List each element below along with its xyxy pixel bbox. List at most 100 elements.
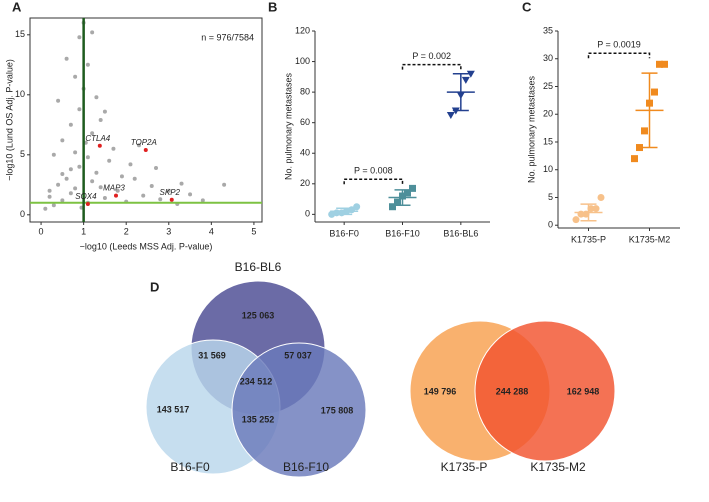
dot [446, 112, 455, 120]
gene-label: SOX4 [75, 192, 97, 201]
gene-label: TOP2A [131, 138, 157, 147]
x-tick-label: 2 [124, 226, 129, 236]
dot [656, 60, 663, 68]
dot [572, 216, 580, 224]
set-label: B16-BL6 [235, 260, 282, 274]
point [85, 62, 90, 67]
y-tick-label: 5 [20, 149, 25, 159]
point [51, 203, 56, 208]
point [56, 182, 61, 187]
p-value: P = 0.008 [354, 166, 393, 176]
x-tick-label: K1735-P [571, 234, 606, 244]
point [136, 143, 141, 148]
point [107, 158, 112, 163]
gene-point [85, 202, 90, 206]
dot [394, 198, 401, 206]
point [64, 176, 69, 181]
point [119, 174, 124, 179]
region-count: 135 252 [242, 414, 275, 424]
point [77, 35, 82, 40]
gene-point [113, 193, 118, 198]
point [188, 192, 193, 197]
point [90, 30, 95, 35]
dot [651, 88, 658, 96]
panel-letter: A [12, 0, 22, 14]
dot [592, 205, 600, 213]
point [47, 194, 52, 199]
dot [641, 127, 648, 135]
point [200, 198, 205, 203]
y-tick-label: 10 [15, 89, 25, 99]
point [43, 206, 48, 211]
region-count: 149 796 [424, 386, 457, 396]
point [94, 95, 99, 100]
y-axis-label: No. pulmonary metastases [283, 72, 293, 180]
dot [353, 203, 361, 211]
region-count: 57 037 [284, 350, 312, 360]
point [102, 196, 107, 200]
gene-label: MAP3 [103, 184, 125, 193]
p-value: P = 0.002 [412, 51, 451, 61]
point [115, 188, 120, 193]
x-tick-label: B16-F0 [329, 228, 359, 238]
set-label: K1735-P [441, 460, 488, 474]
gene-point [143, 148, 148, 152]
venn-circle [474, 320, 616, 462]
significance-bracket [343, 178, 404, 185]
error-bar [394, 189, 411, 206]
point [77, 164, 82, 169]
point [98, 118, 103, 122]
region-count: 143 517 [157, 404, 190, 414]
y-tick-label: 35 [543, 25, 553, 35]
point [60, 172, 65, 176]
error-bar [336, 207, 353, 216]
y-tick-label: 120 [295, 25, 310, 35]
panel-letter: B [268, 0, 277, 14]
dot [461, 76, 470, 84]
significance-bracket [401, 63, 462, 70]
x-tick-label: 1 [81, 226, 86, 236]
x-tick-label: 4 [209, 226, 214, 236]
y-tick-label: 80 [300, 86, 310, 96]
point [149, 184, 154, 188]
plot-frame [29, 17, 263, 223]
point [179, 181, 184, 186]
y-axis-label: No. pulmonary metastases [526, 75, 536, 183]
y-tick-label: 40 [300, 148, 310, 158]
point [68, 122, 73, 127]
significance-bracket [587, 52, 651, 59]
panel-letter: C [522, 0, 532, 14]
point [98, 185, 103, 190]
set-label: K1735-M2 [530, 460, 586, 474]
panel-letter: D [150, 279, 159, 294]
error-bar [580, 203, 597, 222]
point [132, 176, 137, 181]
y-tick-label: 0 [20, 209, 25, 219]
y-tick-label: 100 [295, 56, 310, 66]
point [102, 109, 107, 114]
venn-circle [231, 342, 367, 478]
gene-label: SKP2 [160, 188, 181, 197]
x-tick-label: B16-F10 [385, 228, 420, 238]
point [56, 98, 61, 103]
dot [409, 184, 416, 192]
dot [636, 144, 643, 152]
dot [389, 203, 396, 211]
x-tick-label: 5 [251, 226, 256, 236]
dot [466, 70, 475, 78]
y-tick-label: 0 [305, 209, 310, 219]
y-tick-label: 15 [543, 136, 553, 146]
y-tick-label: 30 [543, 53, 553, 63]
point [73, 74, 78, 79]
region-count: 31 569 [198, 350, 226, 360]
point [141, 193, 146, 198]
point [68, 191, 73, 196]
error-bar [641, 72, 658, 149]
point [60, 138, 65, 143]
point [47, 188, 52, 193]
point [73, 186, 78, 191]
x-tick-label: K1735-M2 [629, 234, 671, 244]
point [85, 155, 90, 160]
y-tick-label: 0 [548, 220, 553, 230]
